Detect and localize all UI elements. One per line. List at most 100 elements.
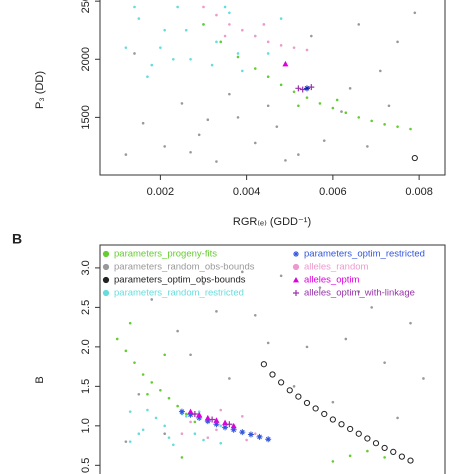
point <box>197 133 201 137</box>
point <box>215 160 218 163</box>
point <box>383 361 386 364</box>
point <box>202 438 205 442</box>
point <box>364 435 371 442</box>
legend-marker <box>102 289 110 297</box>
point <box>256 433 263 440</box>
y-tick-label: 2000 <box>80 47 92 71</box>
point <box>286 387 293 394</box>
point <box>310 34 313 38</box>
point <box>189 353 192 357</box>
point <box>266 52 270 55</box>
point <box>184 415 188 418</box>
point <box>278 379 285 386</box>
point <box>253 313 257 317</box>
point <box>262 23 266 26</box>
point <box>390 448 397 455</box>
point <box>159 388 162 392</box>
point <box>210 63 214 67</box>
point <box>124 440 128 443</box>
point <box>305 96 309 99</box>
point <box>396 125 399 128</box>
point <box>202 282 205 285</box>
point <box>279 274 283 278</box>
point <box>213 417 220 423</box>
point <box>223 5 227 9</box>
legend-marker <box>102 250 110 258</box>
point <box>204 418 211 425</box>
panel-a-frame <box>99 0 446 176</box>
point <box>409 321 412 325</box>
point <box>340 110 343 113</box>
point <box>215 310 218 313</box>
legend-label: alleles_random <box>304 262 369 273</box>
point <box>370 306 373 309</box>
point <box>128 410 132 413</box>
point <box>146 75 149 79</box>
panel-b-frame <box>99 244 446 474</box>
point <box>146 392 149 396</box>
point <box>236 52 240 55</box>
point <box>357 23 361 26</box>
point <box>180 432 184 436</box>
point <box>266 75 270 79</box>
point <box>321 410 328 418</box>
point <box>266 104 270 108</box>
point <box>241 270 244 274</box>
point <box>228 23 231 26</box>
legend-marker <box>292 263 300 271</box>
point <box>275 125 279 128</box>
point <box>176 5 179 9</box>
point <box>279 44 283 47</box>
point <box>347 425 354 433</box>
point <box>396 40 399 44</box>
point <box>357 116 361 119</box>
point <box>331 106 335 110</box>
y-axis-label: B <box>34 376 46 383</box>
point <box>189 420 192 424</box>
point <box>297 104 300 108</box>
point <box>260 361 267 368</box>
point <box>163 424 166 428</box>
point <box>223 34 227 38</box>
y-tick-label: 2500 <box>80 0 92 13</box>
point <box>206 118 210 122</box>
point <box>124 46 128 49</box>
y-tick-label: 2.0 <box>80 339 92 354</box>
point <box>387 104 391 108</box>
point <box>215 13 218 17</box>
point <box>344 337 348 341</box>
point <box>312 405 319 412</box>
point <box>228 11 231 15</box>
point <box>305 48 309 52</box>
point <box>303 399 311 407</box>
point <box>407 457 414 464</box>
point <box>279 17 283 20</box>
point <box>253 34 257 38</box>
point <box>236 116 240 119</box>
point <box>318 286 322 289</box>
point <box>318 102 322 105</box>
point <box>331 400 335 404</box>
point <box>366 145 369 148</box>
point <box>150 381 154 384</box>
point <box>187 411 194 418</box>
point <box>191 410 198 417</box>
point <box>292 385 296 388</box>
point <box>338 421 345 428</box>
point <box>128 440 132 443</box>
point <box>322 139 326 142</box>
legend-label: parameters_random_restricted <box>114 288 244 299</box>
point <box>329 416 336 423</box>
point <box>213 421 220 428</box>
point <box>219 40 223 44</box>
y-tick-label: 1500 <box>80 105 92 129</box>
point <box>413 11 417 15</box>
point <box>219 441 223 445</box>
point <box>279 83 283 87</box>
point <box>253 67 257 70</box>
point <box>163 28 166 32</box>
y-tick-label: 0.5 <box>80 458 92 473</box>
point <box>297 153 300 156</box>
point <box>266 40 270 44</box>
point <box>219 424 223 428</box>
